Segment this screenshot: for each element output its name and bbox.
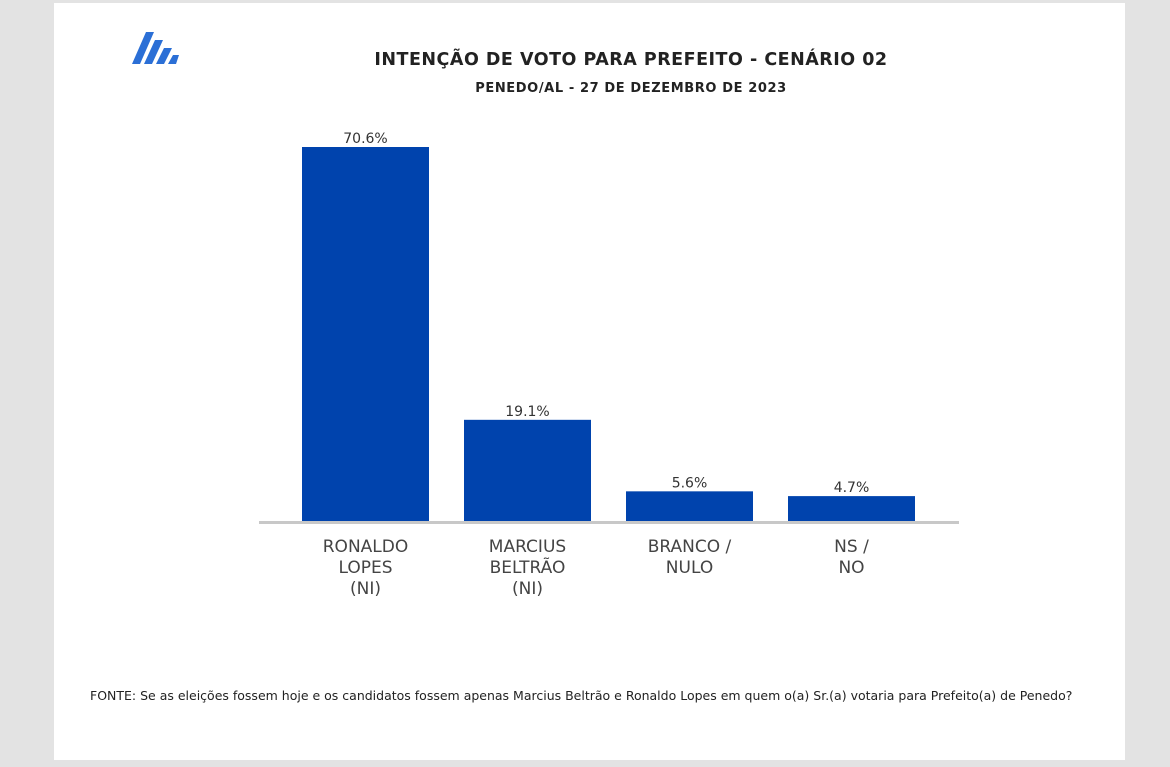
bar-0 xyxy=(302,147,429,521)
category-label-2: BRANCO / NULO xyxy=(648,537,732,578)
bar-1 xyxy=(464,419,591,521)
bar-chart: 70.6%RONALDO LOPES (NI)19.1%MARCIUS BELTRÃO… xyxy=(259,131,959,599)
category-label-line: (NI) xyxy=(512,579,543,599)
chart-title: INTENÇÃO DE VOTO PARA PREFEITO - CENÁRIO… xyxy=(374,50,888,70)
data-label-2: 5.6% xyxy=(672,475,708,491)
report-page xyxy=(54,3,1125,760)
source-note: FONTE: Se as eleições fossem hoje e os c… xyxy=(90,688,1073,703)
data-label-3: 4.7% xyxy=(834,480,870,496)
category-label-0: RONALDO LOPES (NI) xyxy=(323,537,408,599)
category-label-line: (NI) xyxy=(350,579,381,599)
bar-2 xyxy=(626,491,753,521)
category-label-line: MARCIUS xyxy=(489,537,566,557)
category-label-line: NS / xyxy=(834,537,869,557)
data-label-1: 19.1% xyxy=(505,404,549,420)
category-label-line: NULO xyxy=(666,558,713,578)
category-label-line: LOPES xyxy=(338,558,392,578)
category-label-3: NS / NO xyxy=(834,537,869,578)
category-label-line: RONALDO xyxy=(323,537,408,557)
bar-3 xyxy=(788,496,915,521)
category-label-line: NO xyxy=(838,558,864,578)
category-label-1: MARCIUS BELTRÃO (NI) xyxy=(489,537,566,599)
chart-subtitle: PENEDO/AL - 27 DE DEZEMBRO DE 2023 xyxy=(475,81,787,96)
category-label-line: BRANCO / xyxy=(648,537,732,557)
data-label-0: 70.6% xyxy=(343,131,387,147)
category-label-line: BELTRÃO xyxy=(490,556,566,578)
brand-logo-icon xyxy=(132,32,179,64)
